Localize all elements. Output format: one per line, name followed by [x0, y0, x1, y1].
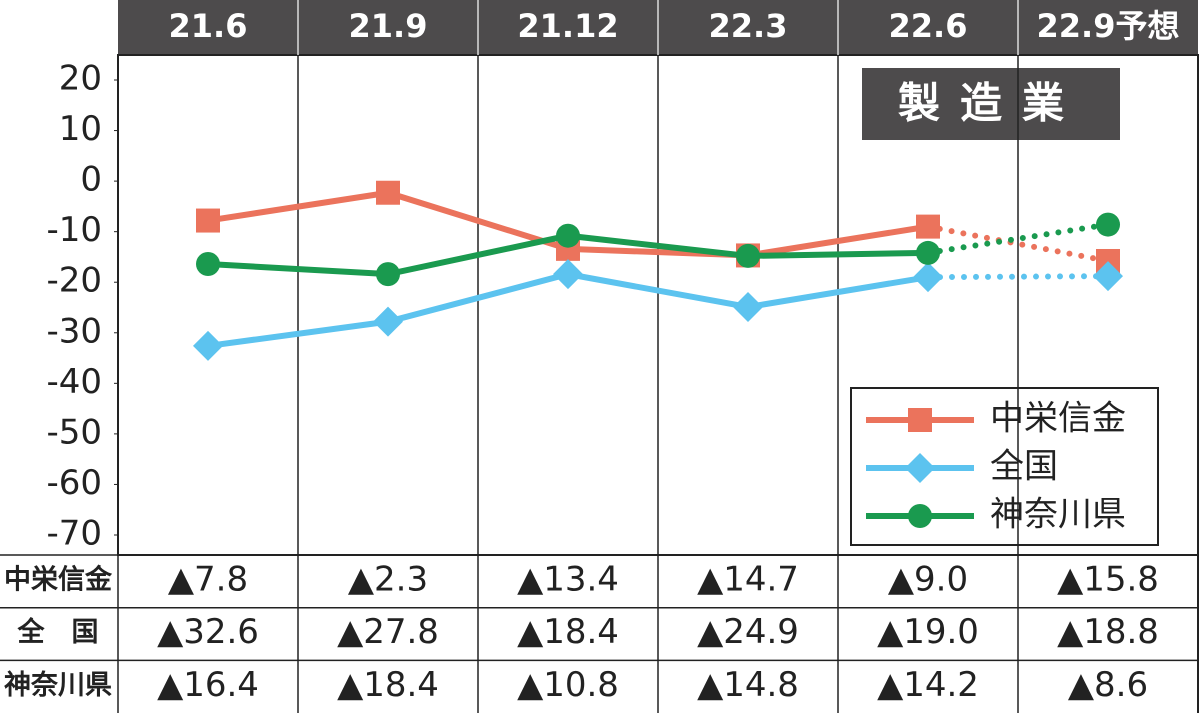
- table-value: ▲24.9: [697, 612, 799, 652]
- point: [916, 214, 940, 239]
- table-value: ▲27.8: [337, 612, 439, 652]
- y-tick-label: -70: [46, 514, 102, 554]
- x-tick-label: 22.9予想: [1037, 7, 1180, 45]
- x-tick-label: 22.3: [709, 7, 788, 45]
- point: [373, 306, 403, 337]
- table-value: ▲8.6: [1068, 665, 1148, 705]
- x-tick-label: 21.12: [517, 7, 618, 45]
- point: [1096, 212, 1120, 237]
- y-tick-label: -50: [46, 412, 102, 452]
- table-value: ▲9.0: [888, 560, 968, 600]
- table-value: ▲13.4: [517, 560, 619, 600]
- y-tick-label: -40: [46, 362, 102, 402]
- point: [556, 223, 580, 248]
- y-tick-label: 10: [59, 109, 102, 149]
- table-value: ▲14.7: [697, 560, 799, 600]
- table-value: ▲32.6: [157, 612, 259, 652]
- y-tick-label: 0: [80, 160, 102, 200]
- point: [196, 208, 220, 233]
- legend-marker: [905, 453, 935, 483]
- title-box: [862, 68, 1120, 140]
- point: [916, 240, 940, 265]
- point: [376, 180, 400, 205]
- y-tick-label: -20: [46, 261, 102, 301]
- table-value: ▲18.4: [517, 612, 619, 652]
- table-value: ▲10.8: [517, 665, 619, 705]
- table-value: ▲19.0: [877, 612, 979, 652]
- row-label: 全 国: [17, 616, 99, 648]
- legend-marker: [908, 504, 932, 528]
- x-tick-label: 21.9: [349, 7, 428, 45]
- point: [913, 262, 943, 293]
- y-tick-label: -30: [46, 311, 102, 351]
- legend-marker: [908, 408, 932, 432]
- table-value: ▲7.8: [168, 560, 248, 600]
- point: [1093, 261, 1123, 292]
- table-value: ▲14.2: [877, 665, 979, 705]
- x-tick-label: 21.6: [169, 7, 248, 45]
- table-value: ▲2.3: [348, 560, 428, 600]
- y-tick-label: -60: [46, 463, 102, 503]
- point: [736, 243, 760, 268]
- point: [376, 262, 400, 287]
- legend-label: 全国: [990, 447, 1058, 487]
- row-label: 中栄信金: [4, 564, 113, 596]
- table-value: ▲16.4: [157, 665, 259, 705]
- legend-label: 中栄信金: [990, 399, 1126, 439]
- point: [733, 291, 763, 322]
- table-value: ▲18.8: [1057, 612, 1159, 652]
- row-label: 神奈川県: [4, 670, 112, 701]
- point: [193, 330, 223, 361]
- chart-title: 製造業: [898, 79, 1084, 128]
- y-tick-label: 20: [59, 59, 102, 99]
- x-tick-label: 22.6: [889, 7, 968, 45]
- table-value: ▲15.8: [1057, 560, 1159, 600]
- table-value: ▲14.8: [697, 665, 799, 705]
- point: [553, 259, 583, 290]
- table-value: ▲18.4: [337, 665, 439, 705]
- legend-label: 神奈川県: [990, 495, 1126, 535]
- point: [196, 252, 220, 277]
- y-tick-label: -10: [46, 210, 102, 250]
